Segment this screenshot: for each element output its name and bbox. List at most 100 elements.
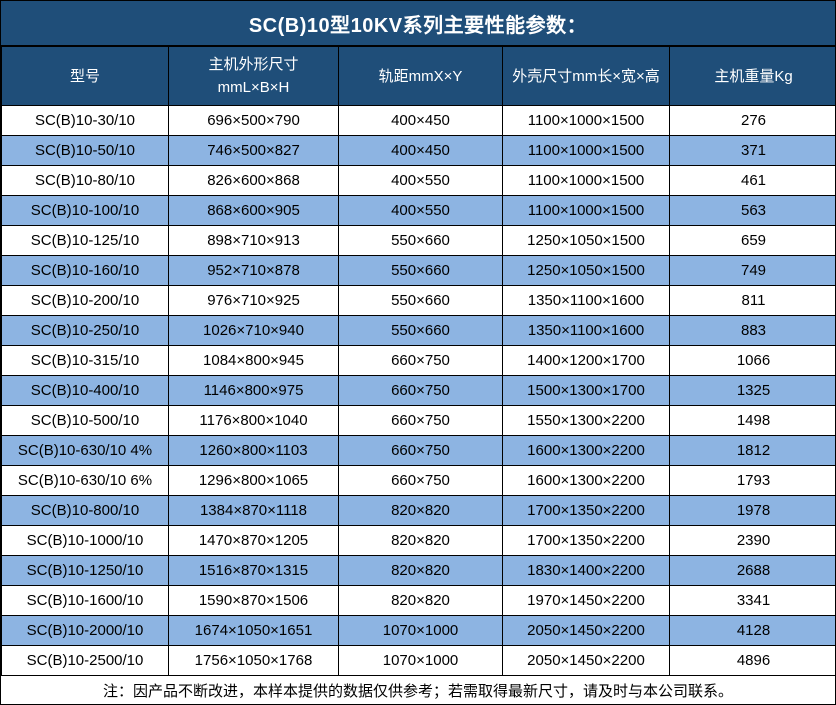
table-cell: 2050×1450×2200 <box>502 645 670 676</box>
table-cell: 276 <box>669 105 835 136</box>
footnote: 注：因产品不断改进，本样本提供的数据仅供参考；若需取得最新尺寸，请及时与本公司联… <box>1 676 835 704</box>
table-row: SC(B)10-500/10 1176×800×1040 660×750 1550×1… <box>1 405 835 436</box>
table-cell: 1100×1000×1500 <box>502 105 670 136</box>
table-cell: 1590×870×1506 <box>168 585 339 616</box>
table-cell: 400×450 <box>338 105 503 136</box>
table-cell: SC(B)10-2500/10 <box>1 645 169 676</box>
table-cell: 660×750 <box>338 465 503 496</box>
table-cell: 749 <box>669 255 835 286</box>
table-cell: 1700×1350×2200 <box>502 525 670 556</box>
table-cell: 820×820 <box>338 555 503 586</box>
table-row: SC(B)10-30/10 696×500×790 400×450 1100×1000… <box>1 105 835 136</box>
table-cell: 371 <box>669 135 835 166</box>
table-cell: 820×820 <box>338 495 503 526</box>
table-cell: SC(B)10-800/10 <box>1 495 169 526</box>
table-cell: 1793 <box>669 465 835 496</box>
table-cell: 820×820 <box>338 525 503 556</box>
table-cell: 550×660 <box>338 225 503 256</box>
table-cell: 696×500×790 <box>168 105 339 136</box>
col-header-shell-dimensions: 外壳尺寸mm长×宽×高 <box>502 46 670 106</box>
table-cell: 400×450 <box>338 135 503 166</box>
table-cell: 2390 <box>669 525 835 556</box>
table-cell: 2688 <box>669 555 835 586</box>
table-cell: 400×550 <box>338 195 503 226</box>
table-row: SC(B)10-100/10 868×600×905 400×550 1100×100… <box>1 195 835 226</box>
table-cell: 1146×800×975 <box>168 375 339 406</box>
table-cell: 1325 <box>669 375 835 406</box>
table-cell: 550×660 <box>338 255 503 286</box>
table-cell: SC(B)10-315/10 <box>1 345 169 376</box>
table-cell: 1350×1100×1600 <box>502 285 670 316</box>
table-cell: 660×750 <box>338 345 503 376</box>
table-row: SC(B)10-160/10 952×710×878 550×660 1250×105… <box>1 255 835 286</box>
table-cell: SC(B)10-200/10 <box>1 285 169 316</box>
table-cell: SC(B)10-125/10 <box>1 225 169 256</box>
table-cell: 1550×1300×2200 <box>502 405 670 436</box>
table-cell: 811 <box>669 285 835 316</box>
col-header-main-dimensions-sublabel: mmL×B×H <box>217 79 290 96</box>
table-cell: 659 <box>669 225 835 256</box>
table-cell: SC(B)10-630/10 4% <box>1 435 169 466</box>
table-cell: SC(B)10-500/10 <box>1 405 169 436</box>
table-row: SC(B)10-630/10 4% 1260×800×1103 660×750 160… <box>1 435 835 466</box>
table-cell: 820×820 <box>338 585 503 616</box>
table-cell: 550×660 <box>338 285 503 316</box>
table-cell: SC(B)10-1250/10 <box>1 555 169 586</box>
table-cell: 1026×710×940 <box>168 315 339 346</box>
table-cell: 1400×1200×1700 <box>502 345 670 376</box>
table-cell: SC(B)10-2000/10 <box>1 615 169 646</box>
table-cell: 826×600×868 <box>168 165 339 196</box>
table-cell: 4896 <box>669 645 835 676</box>
table-cell: 400×550 <box>338 165 503 196</box>
table-cell: 1066 <box>669 345 835 376</box>
table-row: SC(B)10-400/10 1146×800×975 660×750 1500×13… <box>1 375 835 406</box>
table-row: SC(B)10-200/10 976×710×925 550×660 1350×110… <box>1 285 835 316</box>
table-row: SC(B)10-1000/10 1470×870×1205 820×820 1700×… <box>1 525 835 556</box>
table-row: SC(B)10-1250/10 1516×870×1315 820×820 1830×… <box>1 555 835 586</box>
table-cell: 1070×1000 <box>338 645 503 676</box>
spec-table-body: SC(B)10-30/10 696×500×790 400×450 1100×1000… <box>1 105 835 676</box>
col-header-main-dimensions-label: 主机外形尺寸 <box>208 56 299 73</box>
table-cell: 1100×1000×1500 <box>502 195 670 226</box>
table-cell: 461 <box>669 165 835 196</box>
table-cell: SC(B)10-1600/10 <box>1 585 169 616</box>
table-cell: SC(B)10-160/10 <box>1 255 169 286</box>
table-cell: 1970×1450×2200 <box>502 585 670 616</box>
table-cell: SC(B)10-50/10 <box>1 135 169 166</box>
spec-table-header: 型号 主机外形尺寸 mmL×B×H 轨距mmX×Y 外壳尺寸mm长×宽×高 主机… <box>1 46 835 106</box>
col-header-rail-gauge: 轨距mmX×Y <box>338 46 503 106</box>
table-row: SC(B)10-2500/10 1756×1050×1768 1070×1000 20… <box>1 645 835 676</box>
table-cell: 1756×1050×1768 <box>168 645 339 676</box>
table-cell: 1250×1050×1500 <box>502 255 670 286</box>
table-cell: 1600×1300×2200 <box>502 465 670 496</box>
table-cell: 1176×800×1040 <box>168 405 339 436</box>
table-cell: 883 <box>669 315 835 346</box>
table-row: SC(B)10-2000/10 1674×1050×1651 1070×1000 20… <box>1 615 835 646</box>
spec-table: 型号 主机外形尺寸 mmL×B×H 轨距mmX×Y 外壳尺寸mm长×宽×高 主机… <box>1 46 835 676</box>
table-row: SC(B)10-80/10 826×600×868 400×550 1100×1000… <box>1 165 835 196</box>
table-cell: 3341 <box>669 585 835 616</box>
col-header-model-label: 型号 <box>69 67 100 85</box>
table-cell: 1350×1100×1600 <box>502 315 670 346</box>
table-cell: SC(B)10-30/10 <box>1 105 169 136</box>
page-title: SC(B)10型10KV系列主要性能参数： <box>1 1 835 46</box>
table-cell: SC(B)10-400/10 <box>1 375 169 406</box>
table-row: SC(B)10-315/10 1084×800×945 660×750 1400×12… <box>1 345 835 376</box>
table-cell: 1470×870×1205 <box>168 525 339 556</box>
table-row: SC(B)10-630/10 6% 1296×800×1065 660×750 160… <box>1 465 835 496</box>
table-cell: 563 <box>669 195 835 226</box>
table-cell: 1084×800×945 <box>168 345 339 376</box>
table-cell: SC(B)10-250/10 <box>1 315 169 346</box>
col-header-shell-dimensions-label: 外壳尺寸mm长×宽×高 <box>512 67 660 85</box>
table-cell: 1830×1400×2200 <box>502 555 670 586</box>
table-cell: 1700×1350×2200 <box>502 495 670 526</box>
table-cell: 952×710×878 <box>168 255 339 286</box>
table-cell: 976×710×925 <box>168 285 339 316</box>
table-cell: 4128 <box>669 615 835 646</box>
table-cell: 660×750 <box>338 375 503 406</box>
table-cell: 660×750 <box>338 435 503 466</box>
table-cell: 1674×1050×1651 <box>168 615 339 646</box>
table-cell: 898×710×913 <box>168 225 339 256</box>
col-header-weight-label: 主机重量Kg <box>714 67 793 85</box>
